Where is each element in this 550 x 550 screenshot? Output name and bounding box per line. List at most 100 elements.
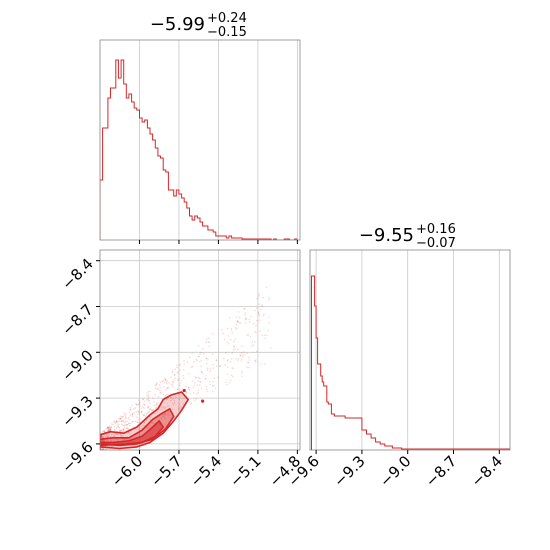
sample-point — [135, 411, 138, 413]
tick-label: −9.6 — [58, 438, 96, 476]
sample-point — [140, 407, 143, 410]
sample-point — [147, 405, 150, 408]
sample-point — [260, 363, 263, 365]
sample-point — [185, 391, 188, 393]
sample-point — [199, 360, 201, 363]
sample-point — [261, 305, 264, 308]
sample-point — [246, 334, 248, 337]
sample-point — [167, 387, 170, 389]
sample-point — [201, 370, 203, 373]
sample-point — [199, 353, 201, 356]
grid — [315, 250, 500, 450]
sample-point — [185, 394, 188, 397]
sample-point — [109, 428, 111, 431]
sample-point — [107, 427, 110, 429]
sample-point — [124, 420, 127, 423]
sample-point — [189, 403, 192, 406]
sample-point — [205, 338, 208, 340]
marginal-y-panel: −9.6 −9.3 −9.0 −8.7 −8.4 — [284, 249, 511, 491]
sample-point — [181, 379, 183, 382]
sample-point — [120, 420, 123, 422]
sample-point — [133, 411, 135, 414]
sample-point — [171, 408, 174, 411]
sample-point — [128, 419, 131, 421]
sample-point — [235, 323, 238, 326]
sample-point — [113, 426, 116, 428]
tick-label: −9.0 — [376, 452, 414, 490]
sample-point — [247, 334, 250, 336]
sample-point — [268, 298, 271, 301]
sample-point — [208, 337, 210, 340]
sample-point — [124, 417, 126, 420]
sample-point — [116, 438, 118, 440]
sample-point — [146, 395, 148, 397]
sample-point — [182, 368, 185, 371]
sample-point — [228, 317, 231, 319]
sample-point — [254, 309, 256, 312]
sample-point — [153, 400, 155, 403]
sample-point — [229, 361, 232, 363]
sample-point — [122, 429, 125, 432]
sample-point — [141, 410, 143, 413]
sample-point — [121, 416, 124, 418]
sample-point — [110, 439, 112, 442]
sample-point — [178, 403, 181, 406]
sample-point — [107, 434, 109, 436]
y-axis: −8.4 −8.7 −9.0 −9.3 −9.6 — [58, 255, 100, 476]
sample-point — [196, 360, 198, 362]
sample-point — [252, 344, 255, 347]
sample-point — [262, 296, 264, 299]
sample-point — [177, 388, 179, 391]
sample-point — [263, 313, 265, 316]
sample-point — [173, 379, 176, 381]
sample-point — [165, 379, 167, 382]
sample-point — [140, 411, 142, 413]
sample-point — [128, 424, 131, 427]
sample-point — [122, 424, 124, 427]
sample-point — [213, 385, 215, 387]
sample-point — [146, 406, 149, 409]
sample-point — [204, 377, 206, 380]
title-upper-error: +0.24 — [207, 11, 247, 26]
sample-point — [179, 363, 181, 366]
sample-point — [113, 428, 116, 431]
sample-point — [209, 370, 211, 372]
sample-point — [137, 413, 140, 415]
sample-point — [149, 402, 151, 405]
sample-point — [164, 414, 166, 416]
sample-point — [137, 403, 140, 406]
sample-point — [138, 429, 140, 431]
sample-point — [200, 365, 202, 368]
sample-point — [200, 359, 203, 362]
sample-point — [166, 413, 169, 416]
sample-point — [151, 409, 153, 412]
sample-point — [153, 404, 156, 407]
sample-point — [183, 397, 185, 399]
sample-point — [251, 341, 254, 343]
sample-point — [111, 434, 113, 436]
sample-point — [190, 402, 192, 404]
sample-point — [129, 432, 131, 435]
sample-point — [115, 427, 118, 429]
sample-point — [102, 439, 104, 442]
sample-point — [172, 397, 175, 399]
sample-point — [151, 409, 154, 411]
sample-point — [154, 412, 157, 415]
sample-point — [160, 409, 162, 411]
sample-point — [166, 393, 168, 396]
sample-point — [100, 448, 102, 450]
sample-point — [216, 359, 218, 361]
sample-point — [243, 353, 246, 356]
sample-point — [120, 429, 123, 432]
sample-point — [206, 357, 208, 359]
tick-label: −8.4 — [58, 255, 96, 293]
sample-point — [262, 314, 265, 317]
title-sign: − — [150, 14, 165, 35]
sample-point — [173, 374, 176, 376]
sample-point — [226, 359, 229, 362]
sample-point — [143, 414, 146, 416]
sample-point — [229, 382, 231, 384]
sample-point — [230, 339, 232, 341]
sample-point — [137, 403, 140, 406]
sample-point — [100, 435, 103, 437]
